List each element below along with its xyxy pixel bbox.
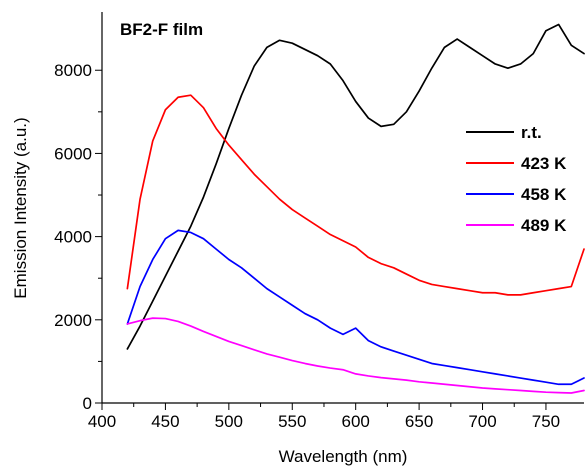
y-tick-label-8000: 8000 <box>54 61 92 80</box>
y-tick-label-6000: 6000 <box>54 144 92 163</box>
y-tick-label-2000: 2000 <box>54 311 92 330</box>
legend-label-0: r.t. <box>521 123 542 142</box>
x-tick-label-450: 450 <box>151 412 179 431</box>
x-axis-label: Wavelength (nm) <box>279 447 408 466</box>
x-tick-label-650: 650 <box>405 412 433 431</box>
y-tick-label-0: 0 <box>83 394 92 413</box>
series-line-0 <box>126 23 585 350</box>
x-tick-label-600: 600 <box>341 412 369 431</box>
chart-title: BF2-F film <box>120 20 203 39</box>
x-tick-label-550: 550 <box>278 412 306 431</box>
legend-label-2: 458 K <box>521 185 567 204</box>
series-line-2 <box>126 229 585 386</box>
plot-area <box>126 23 585 394</box>
x-tick-label-750: 750 <box>532 412 560 431</box>
x-tick-label-500: 500 <box>215 412 243 431</box>
legend-label-1: 423 K <box>521 154 567 173</box>
axes <box>101 12 584 404</box>
legend-label-3: 489 K <box>521 216 567 235</box>
series-line-3 <box>126 317 585 394</box>
y-tick-label-4000: 4000 <box>54 228 92 247</box>
x-tick-label-700: 700 <box>468 412 496 431</box>
tick-layer: 400 450 500 550 600 650 700 750 0 2000 4000 6000 800… <box>54 61 560 431</box>
x-tick-label-400: 400 <box>88 412 116 431</box>
series-line-1 <box>126 94 585 296</box>
legend: r.t. 423 K 458 K 489 K <box>466 123 567 235</box>
y-axis-label: Emission Intensity (a.u.) <box>11 117 30 298</box>
